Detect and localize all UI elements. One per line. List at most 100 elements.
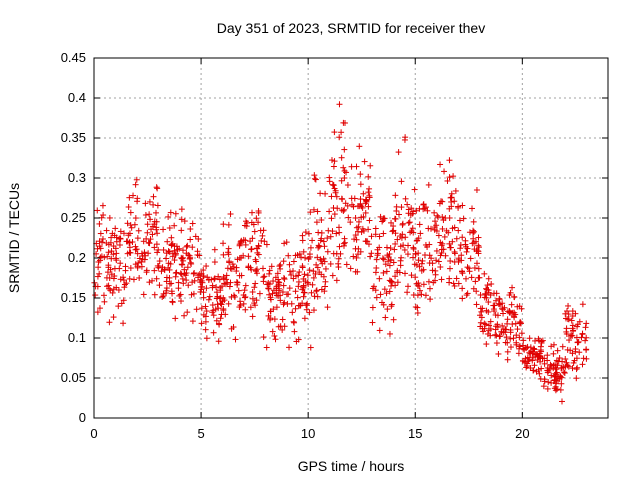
data-point [195,272,202,279]
data-point [459,285,466,292]
data-point [125,203,132,210]
data-point [153,241,160,248]
data-point [132,181,139,188]
data-point [482,290,489,297]
data-point [113,250,120,257]
data-point [202,318,209,325]
data-point [377,291,384,298]
data-point [451,198,458,205]
y-tick-label: 0.1 [68,330,86,345]
data-point [511,293,518,300]
data-point [342,119,349,126]
data-point [353,236,360,243]
data-point [567,333,574,340]
data-point [357,196,364,203]
data-point [202,313,209,320]
data-point [387,245,394,252]
data-point [299,263,306,270]
data-point [249,313,256,320]
data-point [233,268,240,275]
data-point [341,167,348,174]
data-point [203,335,210,342]
data-point [265,312,272,319]
data-point [132,215,139,222]
data-point [418,291,425,298]
data-point [518,330,525,337]
data-point [560,369,567,376]
data-point [466,268,473,275]
data-point [353,254,360,261]
data-point [427,296,434,303]
data-point [401,246,408,253]
data-point [106,214,113,221]
data-point [297,302,304,309]
data-point [554,386,561,393]
data-point [445,229,452,236]
data-point [123,280,130,287]
data-point [328,157,335,164]
data-point [255,219,262,226]
data-point [177,298,184,305]
data-point [398,204,405,211]
data-point [576,349,583,356]
data-point [583,334,590,341]
data-point [382,261,389,268]
data-point [300,283,307,290]
data-point [309,281,316,288]
data-point [148,226,155,233]
data-point [112,245,119,252]
data-point [507,344,514,351]
data-point [481,270,488,277]
data-point [357,181,364,188]
data-point [230,292,237,299]
data-point [466,229,473,236]
data-point [252,280,259,287]
data-point [105,241,112,248]
data-point [487,325,494,332]
data-point [447,244,454,251]
data-point [547,361,554,368]
data-point [168,242,175,249]
data-point [242,293,249,300]
data-point [479,305,486,312]
data-point [265,285,272,292]
data-point [397,243,404,250]
data-point [517,320,524,327]
data-point [286,285,293,292]
data-point [140,291,147,298]
data-point [469,205,476,212]
data-point [122,263,129,270]
data-point [458,268,465,275]
data-point [551,376,558,383]
data-point [200,294,207,301]
chart-title: Day 351 of 2023, SRMTID for receiver the… [217,20,485,36]
data-point [133,176,140,183]
data-point [245,253,252,260]
data-point [520,345,527,352]
data-point [414,309,421,316]
data-point [440,246,447,253]
data-point [569,350,576,357]
data-point [260,278,267,285]
data-point [384,306,391,313]
data-point [117,235,124,242]
data-point [188,260,195,267]
data-point [535,353,542,360]
data-point [442,252,449,259]
data-point [344,182,351,189]
data-point [503,334,510,341]
data-point [504,308,511,315]
data-point [307,344,314,351]
data-point [180,257,187,264]
data-point [376,327,383,334]
data-point [208,276,215,283]
data-point [275,323,282,330]
data-point [529,350,536,357]
data-point [336,229,343,236]
data-point [568,317,575,324]
data-point [302,229,309,236]
data-point [198,283,205,290]
data-point [404,201,411,208]
data-point [154,202,161,209]
data-point [225,300,232,307]
